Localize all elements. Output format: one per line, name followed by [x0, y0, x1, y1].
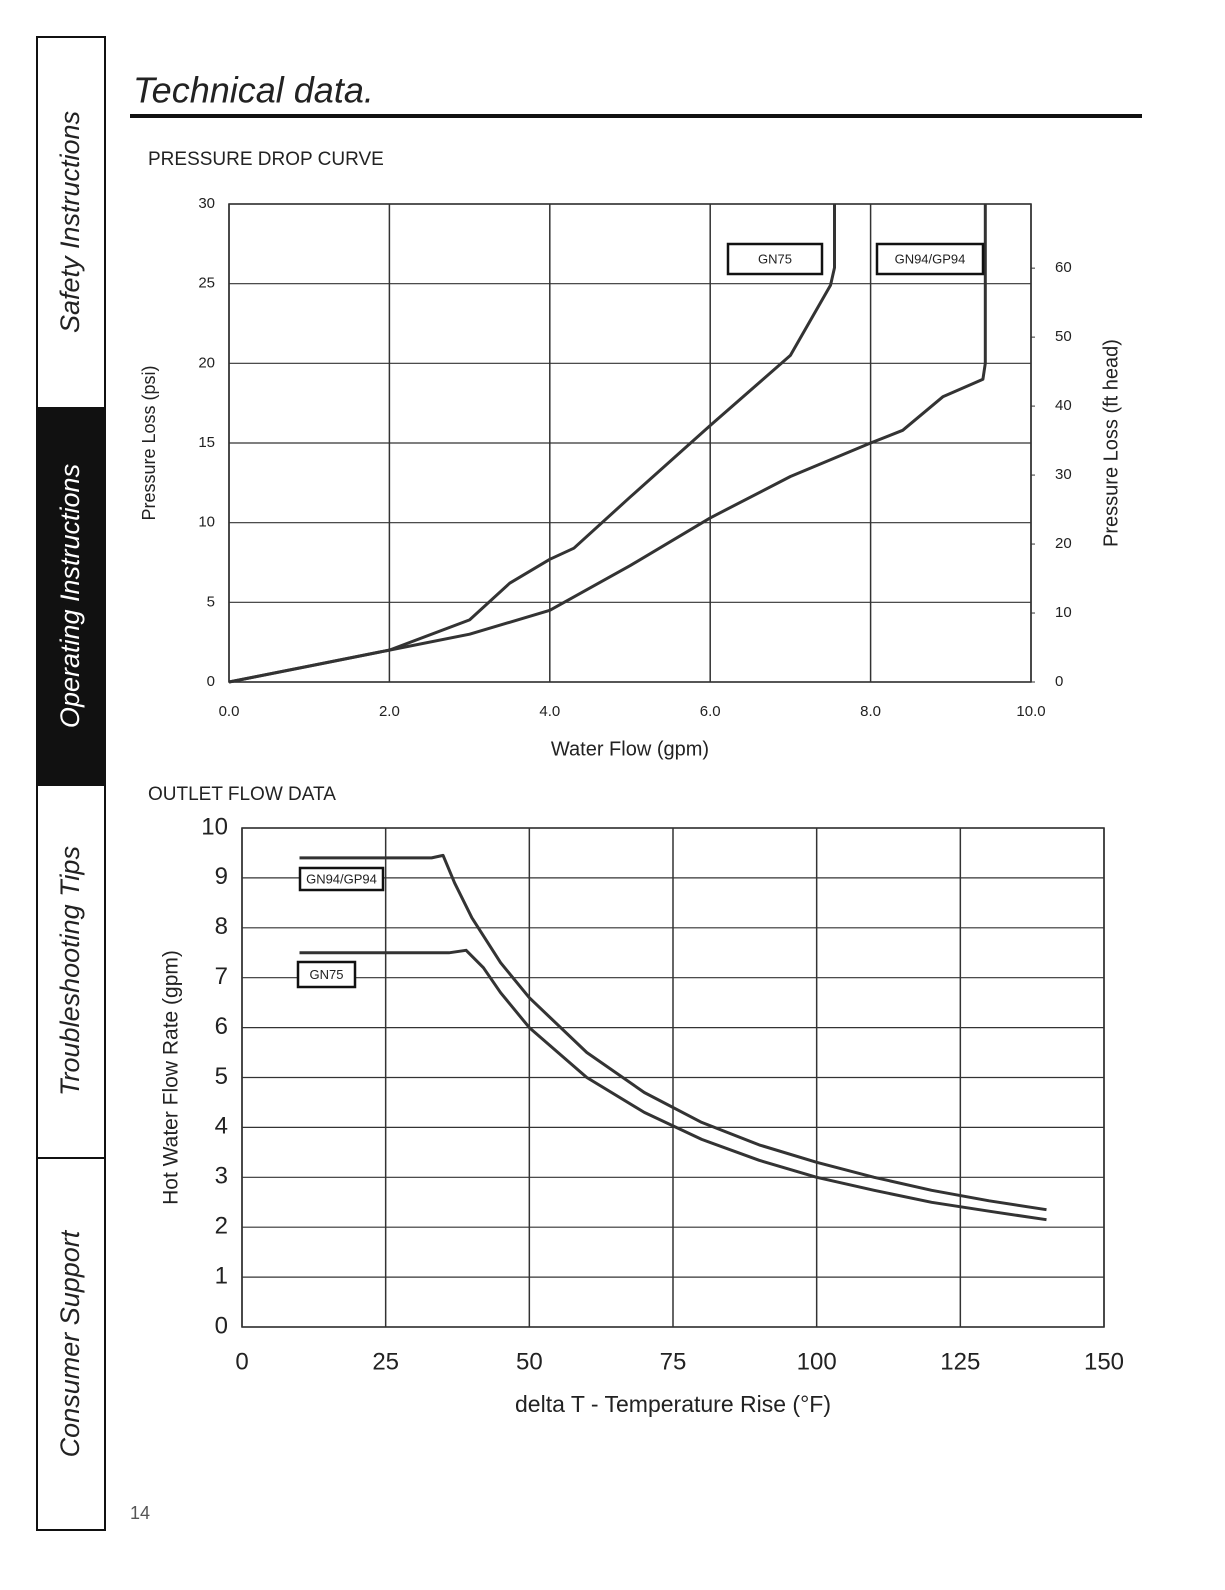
sidebar-tab[interactable]: Operating Instructions	[55, 464, 85, 728]
series-line	[228, 204, 987, 684]
y2-tick-label: 40	[1055, 397, 1072, 414]
y-tick-label: 5	[215, 1063, 228, 1090]
y-tick-label: 9	[215, 863, 228, 890]
y-axis-label: Hot Water Flow Rate (gpm)	[160, 950, 183, 1205]
chart-title: OUTLET FLOW DATA	[148, 784, 336, 805]
x-tick-label: 10.0	[1016, 703, 1045, 720]
x-tick-label: 8.0	[860, 703, 881, 720]
x-tick-label: 50	[516, 1348, 543, 1375]
x-tick-label: 0	[235, 1348, 248, 1375]
y-tick-label: 5	[207, 593, 215, 610]
series-label-box	[726, 242, 824, 276]
x-tick-label: 125	[940, 1348, 980, 1375]
y-tick-label: 20	[198, 354, 215, 371]
x-tick-label: 6.0	[700, 703, 721, 720]
sidebar-tab[interactable]: Consumer Support	[55, 1229, 85, 1457]
series-label-box	[875, 242, 985, 276]
y-tick-label: 8	[215, 913, 228, 940]
y-tick-label: 3	[215, 1163, 228, 1190]
y2-tick-label: 0	[1055, 673, 1063, 690]
y-tick-label: 0	[207, 673, 215, 690]
chart-title: PRESSURE DROP CURVE	[148, 149, 384, 170]
y2-axis-label: Pressure Loss (ft head)	[1100, 339, 1122, 547]
y-tick-label: 15	[198, 434, 215, 451]
y-tick-label: 7	[215, 963, 228, 990]
y-tick-label: 30	[198, 195, 215, 212]
series-label: GN94/GP94	[895, 251, 966, 266]
x-axis-label: delta T - Temperature Rise (°F)	[515, 1391, 831, 1417]
y-tick-label: 2	[215, 1213, 228, 1240]
y2-tick-label: 60	[1055, 259, 1072, 276]
x-tick-label: 0.0	[219, 703, 240, 720]
y-tick-label: 4	[215, 1113, 228, 1140]
sidebar-tab[interactable]: Troubleshooting Tips	[55, 846, 85, 1096]
y-tick-label: 0	[215, 1312, 228, 1339]
x-tick-label: 2.0	[379, 703, 400, 720]
y2-tick-label: 20	[1055, 535, 1072, 552]
y-tick-label: 10	[198, 514, 215, 531]
y-tick-label: 25	[198, 275, 215, 292]
y2-tick-label: 30	[1055, 466, 1072, 483]
series-label: GN94/GP94	[306, 871, 377, 886]
y2-tick-label: 10	[1055, 604, 1072, 621]
x-tick-label: 100	[797, 1348, 837, 1375]
page-title: Technical data.	[133, 70, 374, 111]
series-label: GN75	[310, 967, 344, 982]
x-tick-label: 150	[1084, 1348, 1124, 1375]
x-tick-label: 4.0	[539, 703, 560, 720]
series-line	[299, 853, 1047, 1212]
x-tick-label: 25	[372, 1348, 399, 1375]
y-tick-label: 6	[215, 1013, 228, 1040]
sidebar-active-tab	[37, 408, 105, 785]
y-tick-label: 10	[201, 813, 228, 840]
series-label: GN75	[758, 251, 792, 266]
series-line	[299, 948, 1047, 1222]
series-label-box	[298, 866, 385, 892]
sidebar-tab[interactable]: Safety Instructions	[55, 111, 85, 333]
y-tick-label: 1	[215, 1262, 228, 1289]
x-tick-label: 75	[660, 1348, 687, 1375]
series-label-box	[296, 960, 357, 989]
page-number: 14	[130, 1503, 150, 1523]
y2-tick-label: 50	[1055, 328, 1072, 345]
x-axis-label: Water Flow (gpm)	[551, 738, 709, 760]
y-axis-label: Pressure Loss (psi)	[139, 365, 159, 520]
